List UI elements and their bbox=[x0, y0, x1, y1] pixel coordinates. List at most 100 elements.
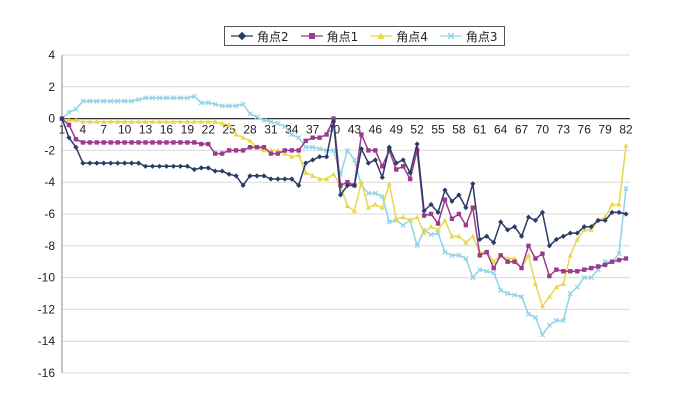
series-0-point-74 bbox=[567, 230, 573, 236]
series-1-point-72 bbox=[554, 267, 559, 272]
series-2-point-46 bbox=[372, 201, 378, 207]
series-3-point-71 bbox=[546, 322, 553, 328]
series-2-point-15 bbox=[156, 118, 163, 124]
series-0-point-29 bbox=[254, 173, 260, 179]
series-1-point-78 bbox=[595, 264, 601, 269]
x-tick-label-6: 19 bbox=[181, 123, 195, 137]
series-1-point-42 bbox=[345, 180, 350, 185]
series-line-0 bbox=[61, 118, 627, 247]
series-3-point-69 bbox=[532, 314, 539, 320]
series-3-point-75 bbox=[574, 284, 580, 290]
series-0-point-69 bbox=[532, 217, 539, 223]
series-2-point-63 bbox=[491, 258, 497, 264]
legend-swatch-series-2 bbox=[370, 32, 393, 39]
series-0-point-7 bbox=[101, 160, 107, 166]
series-1-point-50 bbox=[400, 164, 406, 169]
x-tick-label-20: 61 bbox=[473, 123, 487, 137]
series-2-point-11 bbox=[129, 118, 135, 124]
legend-label-series-0: 角点2 bbox=[257, 29, 289, 44]
y-tick-label-1: 2 bbox=[48, 80, 55, 94]
series-0-point-57 bbox=[449, 198, 455, 204]
series-0-point-72 bbox=[553, 236, 559, 243]
series-2-point-77 bbox=[588, 227, 594, 232]
legend-label-series-2: 角点4 bbox=[396, 29, 428, 44]
series-0-point-35 bbox=[296, 182, 302, 188]
series-1-point-11 bbox=[129, 140, 134, 145]
series-0-point-22 bbox=[205, 165, 211, 171]
series-1-point-36 bbox=[303, 138, 308, 144]
series-0-point-34 bbox=[289, 176, 295, 182]
series-0-point-68 bbox=[525, 214, 532, 220]
series-3-point-7 bbox=[101, 98, 107, 104]
series-1-point-41 bbox=[338, 183, 343, 188]
series-2-point-33 bbox=[282, 150, 288, 156]
series-0-point-44 bbox=[358, 146, 365, 152]
series-0-point-11 bbox=[129, 160, 135, 166]
series-1-point-10 bbox=[122, 140, 127, 145]
series-3-point-29 bbox=[254, 114, 260, 120]
series-0-point-48 bbox=[386, 144, 392, 150]
series-3-point-48 bbox=[386, 219, 392, 225]
series-2-point-57 bbox=[449, 233, 455, 239]
series-3-point-70 bbox=[539, 332, 546, 338]
series-2-point-32 bbox=[275, 147, 281, 153]
series-1-point-49 bbox=[394, 167, 399, 172]
series-2-point-75 bbox=[574, 236, 580, 242]
series-2-point-50 bbox=[400, 214, 406, 220]
series-1-point-44 bbox=[359, 132, 364, 137]
series-3-point-47 bbox=[379, 193, 385, 200]
series-2-point-22 bbox=[205, 118, 211, 124]
series-0-point-82 bbox=[623, 211, 629, 217]
series-0-point-79 bbox=[602, 217, 608, 223]
x-tick-label-5: 16 bbox=[160, 123, 174, 137]
series-2-point-25 bbox=[226, 122, 232, 127]
series-0-point-76 bbox=[581, 224, 587, 230]
series-1-point-14 bbox=[150, 140, 155, 145]
series-3-point-14 bbox=[149, 95, 156, 101]
series-0-point-26 bbox=[233, 173, 239, 179]
x-tick-label-22: 67 bbox=[515, 123, 529, 137]
series-0-point-59 bbox=[463, 205, 469, 211]
series-3-point-56 bbox=[442, 249, 448, 255]
series-2-point-47 bbox=[379, 204, 385, 210]
legend-item-series-2: 角点4 bbox=[370, 28, 428, 45]
series-3-point-37 bbox=[310, 144, 316, 150]
series-1-point-26 bbox=[233, 148, 239, 153]
series-2-point-16 bbox=[163, 118, 170, 124]
x-tick-label-18: 55 bbox=[431, 123, 445, 137]
series-0-point-43 bbox=[351, 182, 358, 188]
legend-item-series-1: 角点1 bbox=[300, 28, 358, 45]
series-1-point-54 bbox=[428, 211, 434, 217]
series-3-point-43 bbox=[351, 157, 358, 163]
series-2-point-28 bbox=[247, 138, 253, 143]
series-3-point-4 bbox=[80, 98, 86, 104]
series-2-point-38 bbox=[317, 176, 323, 182]
series-1-point-28 bbox=[247, 145, 253, 150]
series-1-point-4 bbox=[80, 140, 86, 145]
series-2-point-60 bbox=[470, 233, 476, 239]
series-3-point-33 bbox=[282, 123, 288, 130]
series-2-point-7 bbox=[101, 118, 107, 124]
series-0-point-81 bbox=[616, 209, 622, 216]
series-2-point-6 bbox=[94, 118, 100, 124]
series-3-point-24 bbox=[219, 103, 225, 109]
series-1-point-71 bbox=[547, 273, 552, 279]
series-1-point-69 bbox=[533, 256, 538, 261]
series-0-point-18 bbox=[177, 163, 183, 169]
series-2-point-82 bbox=[623, 142, 629, 148]
series-0-point-32 bbox=[275, 176, 281, 182]
y-tick-label-3: -2 bbox=[44, 143, 55, 157]
series-2-point-30 bbox=[261, 147, 267, 153]
x-tick-label-4: 13 bbox=[139, 123, 153, 137]
series-3-point-16 bbox=[163, 95, 170, 101]
series-2-point-23 bbox=[212, 118, 218, 124]
series-1-point-55 bbox=[435, 221, 441, 226]
x-tick-label-26: 79 bbox=[598, 123, 612, 137]
series-0-point-46 bbox=[372, 157, 378, 163]
series-3-point-82 bbox=[623, 185, 629, 192]
series-2-point-39 bbox=[323, 176, 330, 182]
series-0-point-12 bbox=[135, 160, 142, 166]
series-1-point-35 bbox=[296, 148, 301, 153]
series-0-point-27 bbox=[240, 182, 246, 188]
series-1-point-12 bbox=[136, 140, 141, 145]
